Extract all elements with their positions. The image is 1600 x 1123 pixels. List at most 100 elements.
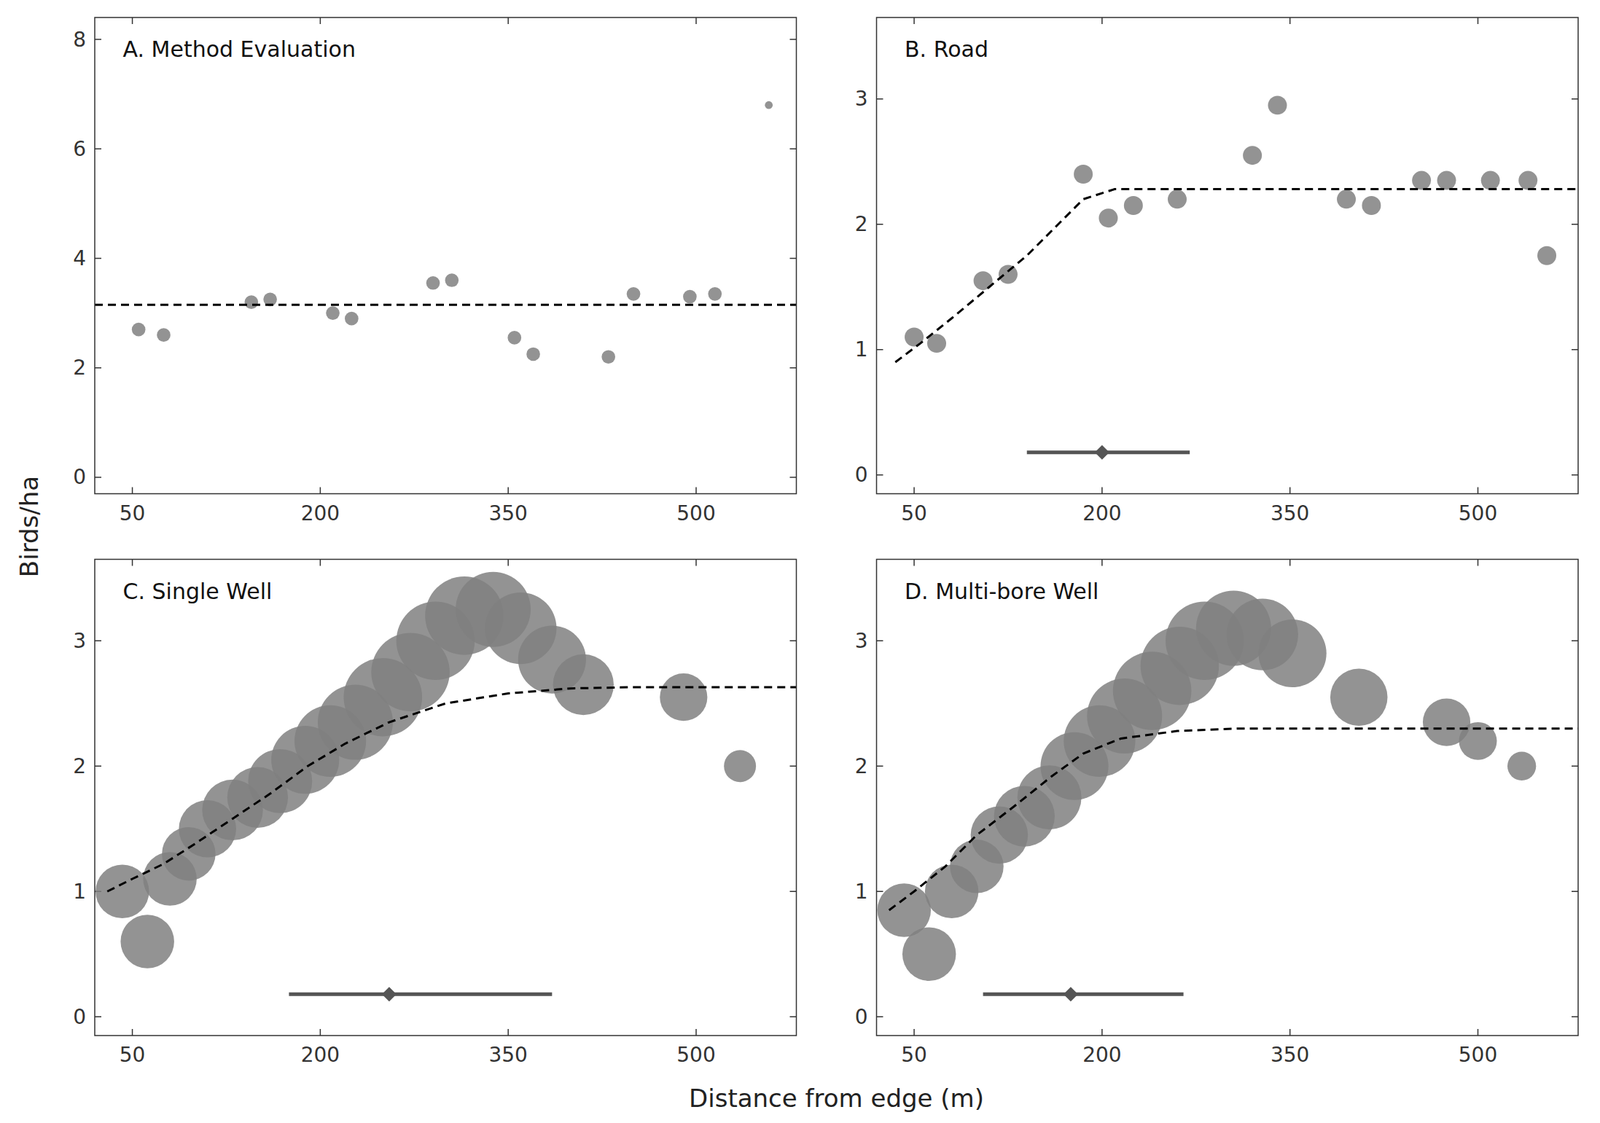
y-tick	[1571, 474, 1579, 476]
dot	[723, 750, 756, 783]
x-tick-label: 50	[119, 501, 146, 526]
dot	[1507, 752, 1536, 781]
x-tick	[1289, 17, 1291, 25]
dot	[553, 654, 614, 716]
y-tick-label: 0	[855, 462, 869, 487]
x-tick-label: 500	[1458, 1043, 1498, 1068]
x-tick	[131, 17, 134, 25]
y-tick-label: 0	[72, 1005, 87, 1030]
x-tick-label: 350	[488, 501, 528, 526]
y-tick-label: 2	[855, 212, 869, 237]
dot	[1098, 208, 1118, 228]
y-tick	[876, 98, 884, 100]
y-tick-label: 3	[855, 629, 869, 654]
y-tick	[94, 367, 102, 369]
y-tick	[876, 474, 884, 476]
plot-area	[95, 572, 796, 1002]
x-tick-label: 50	[119, 1043, 146, 1068]
x-tick	[507, 487, 509, 495]
line-layer	[889, 728, 1579, 911]
x-tick	[320, 559, 322, 567]
frame	[876, 559, 1579, 1037]
chart: Distance from edge (m)Birds/ha5020035050…	[0, 0, 1600, 1123]
x-tick	[695, 559, 697, 567]
y-tick-label: 4	[72, 246, 87, 271]
dot	[707, 287, 722, 302]
y-tick	[1571, 1016, 1579, 1018]
y-tick	[94, 766, 102, 768]
dot	[445, 273, 460, 288]
x-tick	[913, 17, 915, 25]
y-tick	[1571, 640, 1579, 643]
y-tick	[94, 1016, 102, 1018]
y-tick	[94, 148, 102, 151]
dot	[1437, 171, 1457, 191]
x-tick-label: 500	[676, 1043, 716, 1068]
knot-interval	[983, 992, 1184, 997]
y-tick	[94, 476, 102, 479]
panel: 502003505000123C. Single Well	[72, 559, 796, 1068]
x-tick	[1289, 1029, 1291, 1036]
dot	[426, 276, 441, 291]
y-axis-label: Birds/ha	[14, 475, 44, 578]
x-tick	[695, 487, 697, 495]
x-tick-label: 350	[1270, 501, 1310, 526]
dot	[325, 306, 340, 320]
y-tick	[1571, 349, 1579, 351]
y-tick-label: 8	[72, 27, 87, 52]
y-tick	[790, 148, 797, 151]
y-tick	[790, 766, 797, 768]
panel-title: D. Multi-bore Well	[904, 578, 1099, 605]
x-tick	[507, 559, 509, 567]
y-tick	[1571, 766, 1579, 768]
x-tick	[913, 559, 915, 567]
dot	[764, 101, 773, 110]
dot	[1330, 668, 1388, 727]
dot	[1268, 95, 1288, 115]
x-tick	[1101, 1029, 1103, 1036]
dot	[1242, 145, 1262, 165]
spline	[895, 189, 1579, 363]
y-tick-label: 0	[72, 465, 87, 490]
dot	[1167, 189, 1187, 209]
y-tick	[876, 223, 884, 226]
y-tick-label: 1	[72, 879, 87, 904]
y-tick	[790, 367, 797, 369]
knot-center	[381, 986, 397, 1002]
dot	[1411, 171, 1431, 191]
dot	[95, 864, 149, 918]
y-tick	[876, 1016, 884, 1018]
interval-layer	[983, 986, 1184, 1002]
y-tick-label: 0	[855, 1005, 869, 1030]
y-tick-label: 1	[855, 879, 869, 904]
panel-title: C. Single Well	[123, 578, 273, 605]
y-tick	[790, 1016, 797, 1018]
y-tick-label: 3	[72, 629, 87, 654]
x-tick	[1477, 487, 1479, 495]
y-tick-label: 2	[72, 754, 87, 779]
x-tick-label: 50	[900, 1043, 928, 1068]
y-tick-label: 3	[855, 86, 869, 111]
dot	[120, 914, 174, 969]
x-tick-label: 500	[1458, 501, 1498, 526]
spline	[889, 728, 1579, 911]
y-tick-label: 6	[72, 137, 87, 162]
x-tick	[1101, 487, 1103, 495]
x-tick	[1101, 559, 1103, 567]
spline	[94, 303, 797, 307]
x-tick	[913, 487, 915, 495]
frame	[94, 559, 797, 1037]
y-tick-label: 1	[855, 337, 869, 362]
x-tick	[507, 17, 509, 25]
y-tick	[876, 890, 884, 893]
y-tick	[790, 640, 797, 643]
panel-title: A. Method Evaluation	[123, 36, 356, 62]
x-tick-label: 200	[301, 1043, 340, 1068]
x-tick	[507, 1029, 509, 1036]
dot	[526, 347, 541, 362]
frame	[94, 17, 797, 495]
dot	[1537, 246, 1557, 266]
y-tick	[790, 38, 797, 41]
dot	[1336, 189, 1356, 209]
x-tick-label: 350	[1270, 1043, 1310, 1068]
